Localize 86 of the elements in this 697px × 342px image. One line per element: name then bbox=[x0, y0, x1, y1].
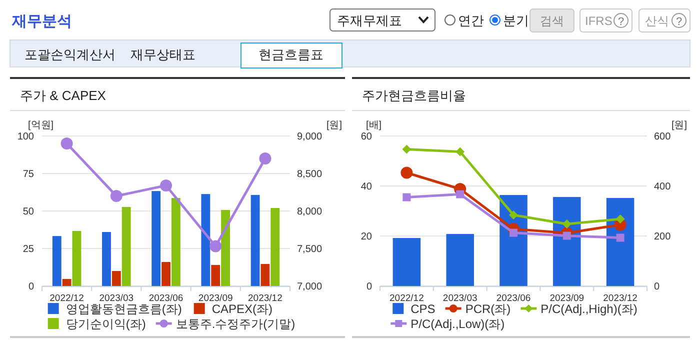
x-tick-label: 2023/03 bbox=[442, 293, 478, 304]
y2-tick-label: 9,000 bbox=[297, 132, 322, 142]
bar bbox=[152, 191, 161, 286]
y-axis-title: [억원] bbox=[28, 120, 54, 131]
y2-axis-title: [원] bbox=[671, 120, 688, 131]
text: 연간 bbox=[458, 13, 484, 28]
x-tick-label: 2023/06 bbox=[148, 293, 184, 304]
y2-tick-label: 7,000 bbox=[297, 282, 322, 292]
point bbox=[616, 234, 624, 242]
point bbox=[402, 193, 411, 202]
legend-label: 당기순이익(좌) bbox=[66, 317, 146, 331]
x-tick-label: 2023/12 bbox=[248, 293, 282, 304]
x-tick-label: 2022/12 bbox=[50, 293, 84, 304]
point bbox=[456, 147, 465, 156]
y2-axis-title: [원] bbox=[326, 120, 342, 131]
bar bbox=[62, 278, 72, 286]
y2-tick-label: 7,500 bbox=[297, 244, 322, 255]
legend-label: PCR(좌) bbox=[465, 302, 511, 316]
legend-label: P/C(Adj.,Low)(좌) bbox=[410, 317, 505, 331]
text: 재무분석 bbox=[11, 13, 72, 30]
text: 주재무제표 bbox=[337, 13, 402, 28]
point bbox=[562, 220, 572, 228]
y-tick-label: 50 bbox=[22, 206, 34, 218]
x-tick-label: 2023/06 bbox=[496, 293, 531, 304]
bar bbox=[162, 262, 170, 286]
text: 검색 bbox=[540, 14, 564, 28]
x-tick-label: 2023/12 bbox=[603, 293, 638, 304]
bar bbox=[102, 232, 111, 286]
bar bbox=[260, 264, 270, 286]
point bbox=[60, 138, 73, 150]
text: 현금흐름표 bbox=[258, 47, 324, 62]
chart-title: 주가 & CAPEX bbox=[20, 88, 106, 103]
legend-label: 영업활동현금흐름(좌) bbox=[66, 302, 182, 316]
point bbox=[160, 180, 172, 192]
y-tick-label: 0 bbox=[28, 282, 34, 292]
bar bbox=[446, 234, 474, 286]
y-tick-label: 40 bbox=[360, 182, 372, 192]
y2-tick-label: 8,500 bbox=[297, 169, 322, 180]
legend-label: CPS bbox=[410, 302, 436, 316]
bar bbox=[112, 271, 121, 286]
bar bbox=[270, 208, 280, 286]
text: 산식 bbox=[645, 14, 669, 28]
bar bbox=[211, 265, 220, 286]
bar bbox=[250, 194, 260, 286]
point bbox=[509, 210, 518, 220]
y-tick-label: 100 bbox=[17, 132, 34, 142]
text: 분기 bbox=[503, 13, 529, 28]
point bbox=[110, 190, 122, 202]
x-tick-label: 2023/03 bbox=[99, 293, 134, 304]
point bbox=[210, 240, 222, 252]
point bbox=[510, 228, 518, 237]
y-tick-label: 25 bbox=[22, 244, 34, 255]
point bbox=[456, 190, 464, 198]
bar bbox=[221, 210, 230, 286]
y2-tick-label: 0 bbox=[654, 282, 660, 292]
y-axis-title: [배] bbox=[366, 120, 382, 131]
text: IFRS bbox=[585, 14, 612, 28]
y2-tick-label: 600 bbox=[654, 132, 672, 142]
text: 재무상태표 bbox=[130, 47, 196, 62]
legend-label: 보통주.수정주가(기말) bbox=[176, 317, 296, 331]
point bbox=[400, 166, 413, 179]
y-tick-label: 60 bbox=[360, 132, 372, 142]
bar bbox=[171, 198, 180, 286]
point bbox=[616, 214, 625, 224]
bar bbox=[201, 194, 210, 286]
text: ? bbox=[676, 16, 682, 28]
y2-tick-label: 8,000 bbox=[297, 206, 322, 218]
bar bbox=[122, 206, 131, 286]
point bbox=[259, 152, 272, 164]
x-tick-label: 2022/12 bbox=[390, 293, 424, 304]
text: ? bbox=[618, 16, 624, 28]
bar bbox=[392, 238, 421, 286]
bar bbox=[72, 230, 82, 286]
x-tick-label: 2023/09 bbox=[198, 293, 233, 304]
point bbox=[402, 144, 412, 154]
y-tick-label: 75 bbox=[22, 169, 34, 180]
x-tick-label: 2023/09 bbox=[550, 293, 584, 304]
legend-label: P/C(Adj.,High)(좌) bbox=[540, 302, 638, 316]
text: 포괄손익계산서 bbox=[24, 47, 116, 62]
y-tick-label: 0 bbox=[366, 282, 372, 292]
y-tick-label: 20 bbox=[360, 232, 372, 242]
bar bbox=[52, 236, 62, 286]
y2-tick-label: 400 bbox=[654, 182, 672, 192]
chart-title: 주가현금흐름비율 bbox=[362, 88, 466, 103]
legend-label: CAPEX(좌) bbox=[212, 302, 273, 316]
y2-tick-label: 200 bbox=[654, 232, 672, 242]
